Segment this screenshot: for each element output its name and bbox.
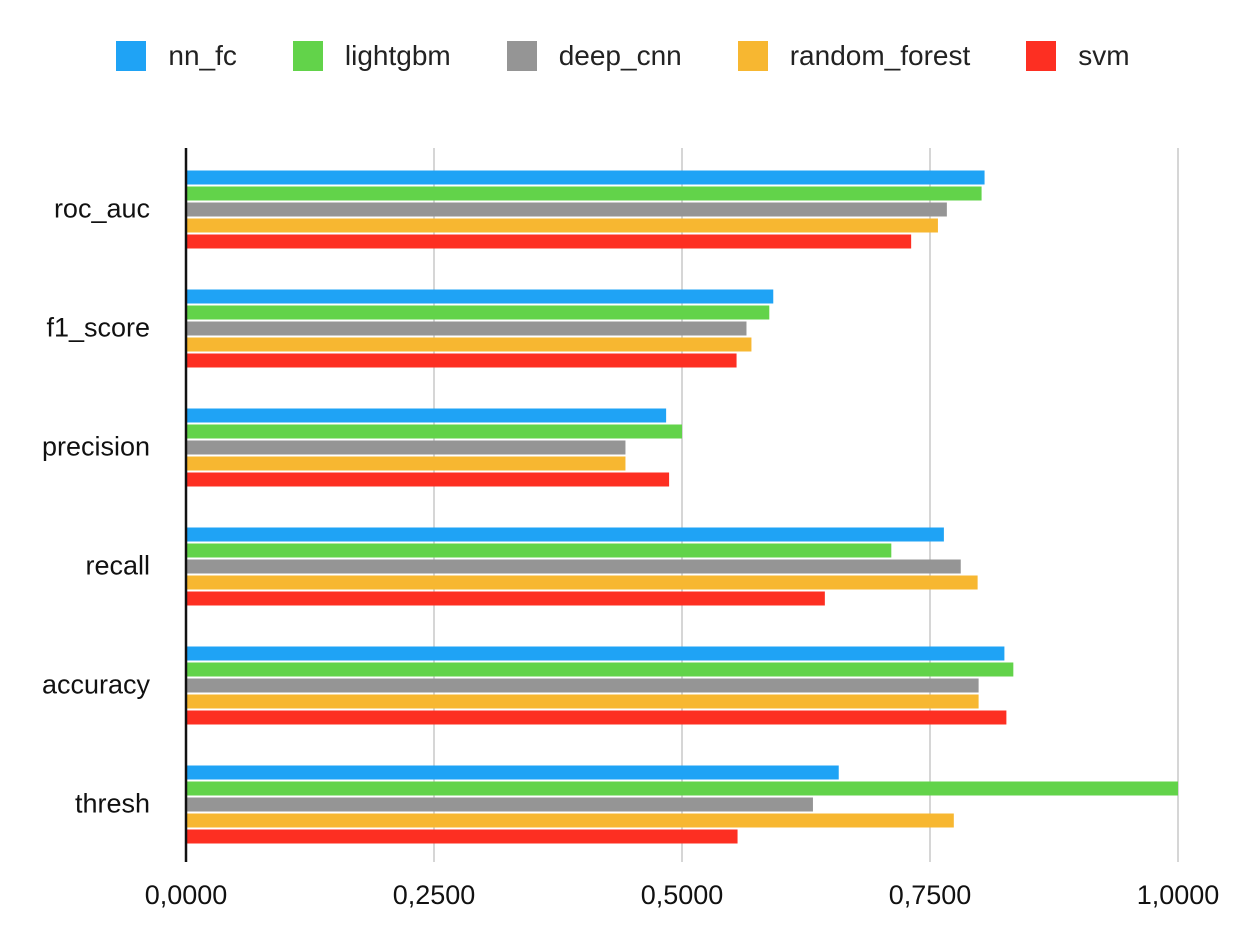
- legend-swatch: [116, 41, 147, 71]
- bar-svm-accuracy: [186, 710, 1007, 725]
- legend-item-lightgbm: lightgbm: [292, 40, 451, 72]
- bar-deep_cnn-f1_score: [186, 321, 747, 336]
- legend-item-random_forest: random_forest: [737, 40, 971, 72]
- legend: nn_fc lightgbm deep_cnn random_forest svm: [0, 30, 1246, 82]
- bar-svm-precision: [186, 472, 670, 487]
- bar-lightgbm-thresh: [186, 781, 1178, 796]
- bar-nn_fc-accuracy: [186, 646, 1005, 661]
- legend-item-svm: svm: [1026, 40, 1130, 72]
- legend-item-deep_cnn: deep_cnn: [506, 40, 682, 72]
- bar-nn_fc-f1_score: [186, 289, 774, 304]
- x-tick-label: 0,0000: [145, 880, 228, 910]
- legend-label: random_forest: [789, 40, 971, 71]
- bar-random_forest-accuracy: [186, 694, 979, 709]
- bar-lightgbm-roc_auc: [186, 186, 982, 201]
- bar-nn_fc-thresh: [186, 765, 839, 780]
- legend-item-nn_fc: nn_fc: [116, 40, 237, 72]
- legend-label: deep_cnn: [558, 40, 682, 71]
- legend-swatch: [292, 41, 323, 71]
- bar-nn_fc-roc_auc: [186, 170, 985, 185]
- y-tick-label: precision: [42, 432, 150, 462]
- legend-swatch: [737, 41, 768, 71]
- x-tick-label: 0,7500: [889, 880, 972, 910]
- bar-svm-recall: [186, 591, 825, 606]
- bar-nn_fc-recall: [186, 527, 944, 542]
- bar-random_forest-roc_auc: [186, 218, 938, 233]
- bar-svm-f1_score: [186, 353, 737, 368]
- bar-random_forest-f1_score: [186, 337, 752, 352]
- bar-deep_cnn-accuracy: [186, 678, 979, 693]
- legend-label: svm: [1078, 40, 1130, 71]
- x-tick-label: 0,2500: [393, 880, 476, 910]
- legend-swatch: [1026, 41, 1057, 71]
- y-tick-label: f1_score: [46, 313, 150, 343]
- y-tick-label: thresh: [75, 789, 150, 819]
- legend-label: nn_fc: [168, 40, 237, 71]
- x-tick-label: 1,0000: [1137, 880, 1220, 910]
- bar-random_forest-thresh: [186, 813, 954, 828]
- bar-random_forest-precision: [186, 456, 626, 471]
- bar-svm-roc_auc: [186, 234, 912, 249]
- legend-label: lightgbm: [344, 40, 451, 71]
- bar-deep_cnn-recall: [186, 559, 961, 574]
- bar-lightgbm-recall: [186, 543, 892, 558]
- bar-lightgbm-precision: [186, 424, 682, 439]
- bar-random_forest-recall: [186, 575, 978, 590]
- bar-lightgbm-accuracy: [186, 662, 1014, 677]
- x-tick-label: 0,5000: [641, 880, 724, 910]
- bar-deep_cnn-roc_auc: [186, 202, 947, 217]
- bar-nn_fc-precision: [186, 408, 667, 423]
- bar-lightgbm-f1_score: [186, 305, 770, 320]
- y-tick-label: roc_auc: [54, 194, 150, 224]
- legend-swatch: [506, 41, 537, 71]
- y-tick-label: accuracy: [42, 670, 151, 700]
- bar-svm-thresh: [186, 829, 738, 844]
- bar-deep_cnn-thresh: [186, 797, 813, 812]
- y-tick-label: recall: [85, 551, 150, 581]
- bar-deep_cnn-precision: [186, 440, 626, 455]
